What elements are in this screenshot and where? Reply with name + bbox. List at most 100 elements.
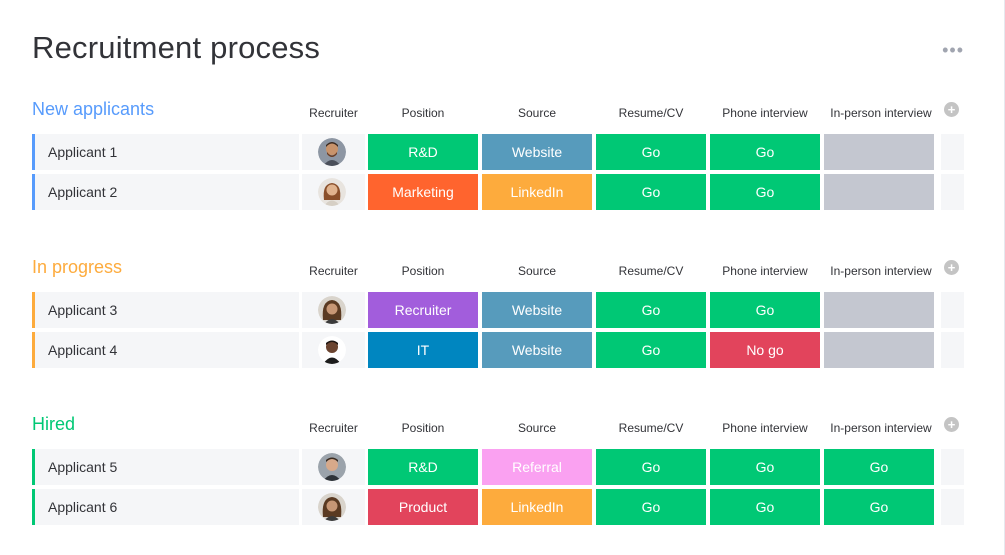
item-name-cell[interactable]: Applicant 2 [32,174,299,210]
page-title: Recruitment process [32,30,321,65]
avatar [318,493,346,521]
column-header-position[interactable]: Position [401,421,445,435]
avatar [318,296,346,324]
avatar [318,453,346,481]
column-header-inperson-interview[interactable]: In-person interview [830,264,932,278]
column-header-resume[interactable]: Resume/CV [618,106,684,120]
phone-interview-cell[interactable]: Go [710,292,820,328]
column-header-recruiter[interactable]: Recruiter [309,264,358,278]
column-header-source[interactable]: Source [517,421,557,435]
group-color-bar [32,489,35,525]
phone-interview-cell[interactable]: Go [710,174,820,210]
group-new-applicants: New applicants Recruiter Position Source… [32,99,964,214]
avatar [318,178,346,206]
group-title[interactable]: In progress [32,257,123,277]
empty-cell [941,134,964,170]
recruiter-cell[interactable] [302,332,365,368]
position-cell[interactable]: Marketing [368,174,478,210]
column-header-resume[interactable]: Resume/CV [618,264,684,278]
recruiter-cell[interactable] [302,292,365,328]
column-header-recruiter[interactable]: Recruiter [309,421,358,435]
group-color-bar [32,332,35,368]
phone-interview-cell[interactable]: No go [710,332,820,368]
column-header-source[interactable]: Source [517,106,557,120]
inperson-interview-cell[interactable] [824,292,934,328]
column-header-phone-interview[interactable]: Phone interview [722,106,808,120]
recruiter-cell[interactable] [302,449,365,485]
table-row[interactable]: Applicant 1 R&D Website Go Go [32,134,964,170]
source-cell[interactable]: LinkedIn [482,489,592,525]
table-row[interactable]: Applicant 2 Marketing LinkedIn Go Go [32,174,964,210]
inperson-interview-cell[interactable] [824,332,934,368]
inperson-interview-cell[interactable]: Go [824,449,934,485]
avatar [318,138,346,166]
resume-cell[interactable]: Go [596,489,706,525]
source-cell[interactable]: Website [482,292,592,328]
table-row[interactable]: Applicant 6 Product LinkedIn Go Go Go [32,489,964,525]
source-cell[interactable]: Website [482,134,592,170]
position-cell[interactable]: R&D [368,134,478,170]
resume-cell[interactable]: Go [596,292,706,328]
add-column-icon[interactable]: + [944,102,959,117]
table-row[interactable]: Applicant 4 IT Website Go No go [32,332,964,368]
group-title[interactable]: Hired [32,414,76,434]
group-in-progress: In progress Recruiter Position Source Re… [32,257,964,372]
add-column-icon[interactable]: + [944,417,959,432]
item-name-cell[interactable]: Applicant 6 [32,489,299,525]
empty-cell [941,174,964,210]
position-cell[interactable]: R&D [368,449,478,485]
resume-cell[interactable]: Go [596,174,706,210]
column-header-inperson-interview[interactable]: In-person interview [830,421,932,435]
source-cell[interactable]: Referral [482,449,592,485]
item-name: Applicant 3 [48,302,118,318]
empty-cell [941,332,964,368]
item-name-cell[interactable]: Applicant 3 [32,292,299,328]
position-cell[interactable]: Product [368,489,478,525]
column-header-resume[interactable]: Resume/CV [618,421,684,435]
inperson-interview-cell[interactable] [824,174,934,210]
resume-cell[interactable]: Go [596,449,706,485]
empty-cell [941,489,964,525]
resume-cell[interactable]: Go [596,332,706,368]
recruiter-cell[interactable] [302,134,365,170]
empty-cell [941,449,964,485]
group-color-bar [32,134,35,170]
item-name: Applicant 4 [48,342,118,358]
table-row[interactable]: Applicant 5 R&D Referral Go Go Go [32,449,964,485]
resume-cell[interactable]: Go [596,134,706,170]
column-header-phone-interview[interactable]: Phone interview [722,421,808,435]
position-cell[interactable]: IT [368,332,478,368]
empty-cell [941,292,964,328]
item-name-cell[interactable]: Applicant 5 [32,449,299,485]
group-title[interactable]: New applicants [32,99,155,119]
item-name-cell[interactable]: Applicant 4 [32,332,299,368]
recruiter-cell[interactable] [302,174,365,210]
column-header-recruiter[interactable]: Recruiter [309,106,358,120]
item-name: Applicant 5 [48,459,118,475]
source-cell[interactable]: Website [482,332,592,368]
inperson-interview-cell[interactable] [824,134,934,170]
phone-interview-cell[interactable]: Go [710,449,820,485]
item-name: Applicant 1 [48,144,118,160]
more-dots-icon[interactable]: ••• [942,40,964,60]
table-row[interactable]: Applicant 3 Recruiter Website Go Go [32,292,964,328]
phone-interview-cell[interactable]: Go [710,489,820,525]
phone-interview-cell[interactable]: Go [710,134,820,170]
column-header-source[interactable]: Source [517,264,557,278]
column-header-position[interactable]: Position [401,264,445,278]
add-column-icon[interactable]: + [944,260,959,275]
group-color-bar [32,292,35,328]
recruiter-cell[interactable] [302,489,365,525]
item-name-cell[interactable]: Applicant 1 [32,134,299,170]
column-header-phone-interview[interactable]: Phone interview [722,264,808,278]
group-header: Hired Recruiter Position Source Resume/C… [32,414,964,449]
group-color-bar [32,449,35,485]
source-cell[interactable]: LinkedIn [482,174,592,210]
item-name: Applicant 2 [48,184,118,200]
inperson-interview-cell[interactable]: Go [824,489,934,525]
group-header: In progress Recruiter Position Source Re… [32,257,964,292]
column-header-position[interactable]: Position [401,106,445,120]
column-header-inperson-interview[interactable]: In-person interview [830,106,932,120]
position-cell[interactable]: Recruiter [368,292,478,328]
item-name: Applicant 6 [48,499,118,515]
